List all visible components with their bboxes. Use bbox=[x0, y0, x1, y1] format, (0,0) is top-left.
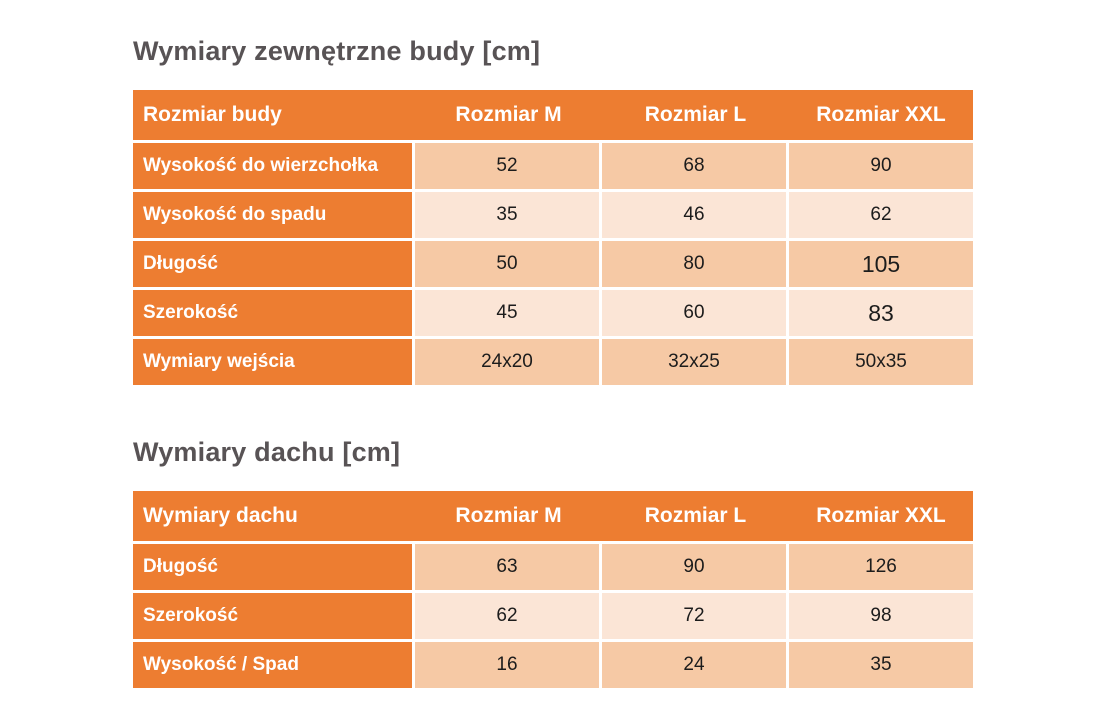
table-row: Szerokość 62 72 98 bbox=[133, 593, 973, 639]
value-cell: 68 bbox=[602, 143, 786, 189]
table-row: Wysokość do wierzchołka 52 68 90 bbox=[133, 143, 973, 189]
external-dimensions-table: Rozmiar budy Rozmiar M Rozmiar L Rozmiar… bbox=[133, 90, 973, 385]
header-cell-wymiary-dachu: Wymiary dachu bbox=[143, 504, 298, 527]
header-cell-rozmiar-l: Rozmiar L bbox=[644, 504, 747, 527]
row-label: Długość bbox=[133, 544, 412, 590]
table-row: Długość 50 80 105 bbox=[133, 241, 973, 287]
row-label: Wysokość / Spad bbox=[133, 642, 412, 688]
table-row: Wymiary wejścia 24x20 32x25 50x35 bbox=[133, 339, 973, 385]
value-cell: 46 bbox=[602, 192, 786, 238]
value-cell: 32x25 bbox=[602, 339, 786, 385]
value-cell: 24 bbox=[602, 642, 786, 688]
value-cell: 63 bbox=[415, 544, 599, 590]
value-cell: 60 bbox=[602, 290, 786, 336]
row-label: Szerokość bbox=[133, 593, 412, 639]
header-cell-rozmiar-budy: Rozmiar budy bbox=[143, 103, 282, 126]
header-cell-rozmiar-xxl: Rozmiar XXL bbox=[816, 504, 946, 527]
roof-dimensions-table: Wymiary dachu Rozmiar M Rozmiar L Rozmia… bbox=[133, 491, 973, 688]
value-cell: 90 bbox=[602, 544, 786, 590]
header-cell-rozmiar-m: Rozmiar M bbox=[455, 103, 562, 126]
table-header-row: Rozmiar budy Rozmiar M Rozmiar L Rozmiar… bbox=[133, 90, 973, 140]
table-row: Wysokość / Spad 16 24 35 bbox=[133, 642, 973, 688]
value-cell: 50 bbox=[415, 241, 599, 287]
header-cell-rozmiar-xxl: Rozmiar XXL bbox=[816, 103, 946, 126]
value-cell: 24x20 bbox=[415, 339, 599, 385]
value-cell: 16 bbox=[415, 642, 599, 688]
row-label: Wysokość do wierzchołka bbox=[133, 143, 412, 189]
value-cell: 90 bbox=[789, 143, 973, 189]
value-cell: 83 bbox=[789, 290, 973, 336]
row-label: Szerokość bbox=[133, 290, 412, 336]
value-cell: 50x35 bbox=[789, 339, 973, 385]
value-cell: 62 bbox=[789, 192, 973, 238]
value-cell: 126 bbox=[789, 544, 973, 590]
value-cell: 80 bbox=[602, 241, 786, 287]
table-header-row: Wymiary dachu Rozmiar M Rozmiar L Rozmia… bbox=[133, 491, 973, 541]
table-row: Długość 63 90 126 bbox=[133, 544, 973, 590]
header-cell-rozmiar-l: Rozmiar L bbox=[644, 103, 747, 126]
value-cell: 45 bbox=[415, 290, 599, 336]
section-external-dimensions: Wymiary zewnętrzne budy [cm] Rozmiar bud… bbox=[133, 36, 973, 385]
value-cell: 98 bbox=[789, 593, 973, 639]
row-label: Długość bbox=[133, 241, 412, 287]
row-label: Wymiary wejścia bbox=[133, 339, 412, 385]
value-cell: 105 bbox=[789, 241, 973, 287]
section-title: Wymiary zewnętrzne budy [cm] bbox=[133, 36, 541, 66]
row-label: Wysokość do spadu bbox=[133, 192, 412, 238]
value-cell: 35 bbox=[415, 192, 599, 238]
value-cell: 72 bbox=[602, 593, 786, 639]
value-cell: 62 bbox=[415, 593, 599, 639]
section-title: Wymiary dachu [cm] bbox=[133, 437, 401, 467]
table-row: Wysokość do spadu 35 46 62 bbox=[133, 192, 973, 238]
table-row: Szerokość 45 60 83 bbox=[133, 290, 973, 336]
header-cell-rozmiar-m: Rozmiar M bbox=[455, 504, 562, 527]
value-cell: 52 bbox=[415, 143, 599, 189]
section-roof-dimensions: Wymiary dachu [cm] Wymiary dachu Rozmiar… bbox=[133, 437, 973, 688]
value-cell: 35 bbox=[789, 642, 973, 688]
